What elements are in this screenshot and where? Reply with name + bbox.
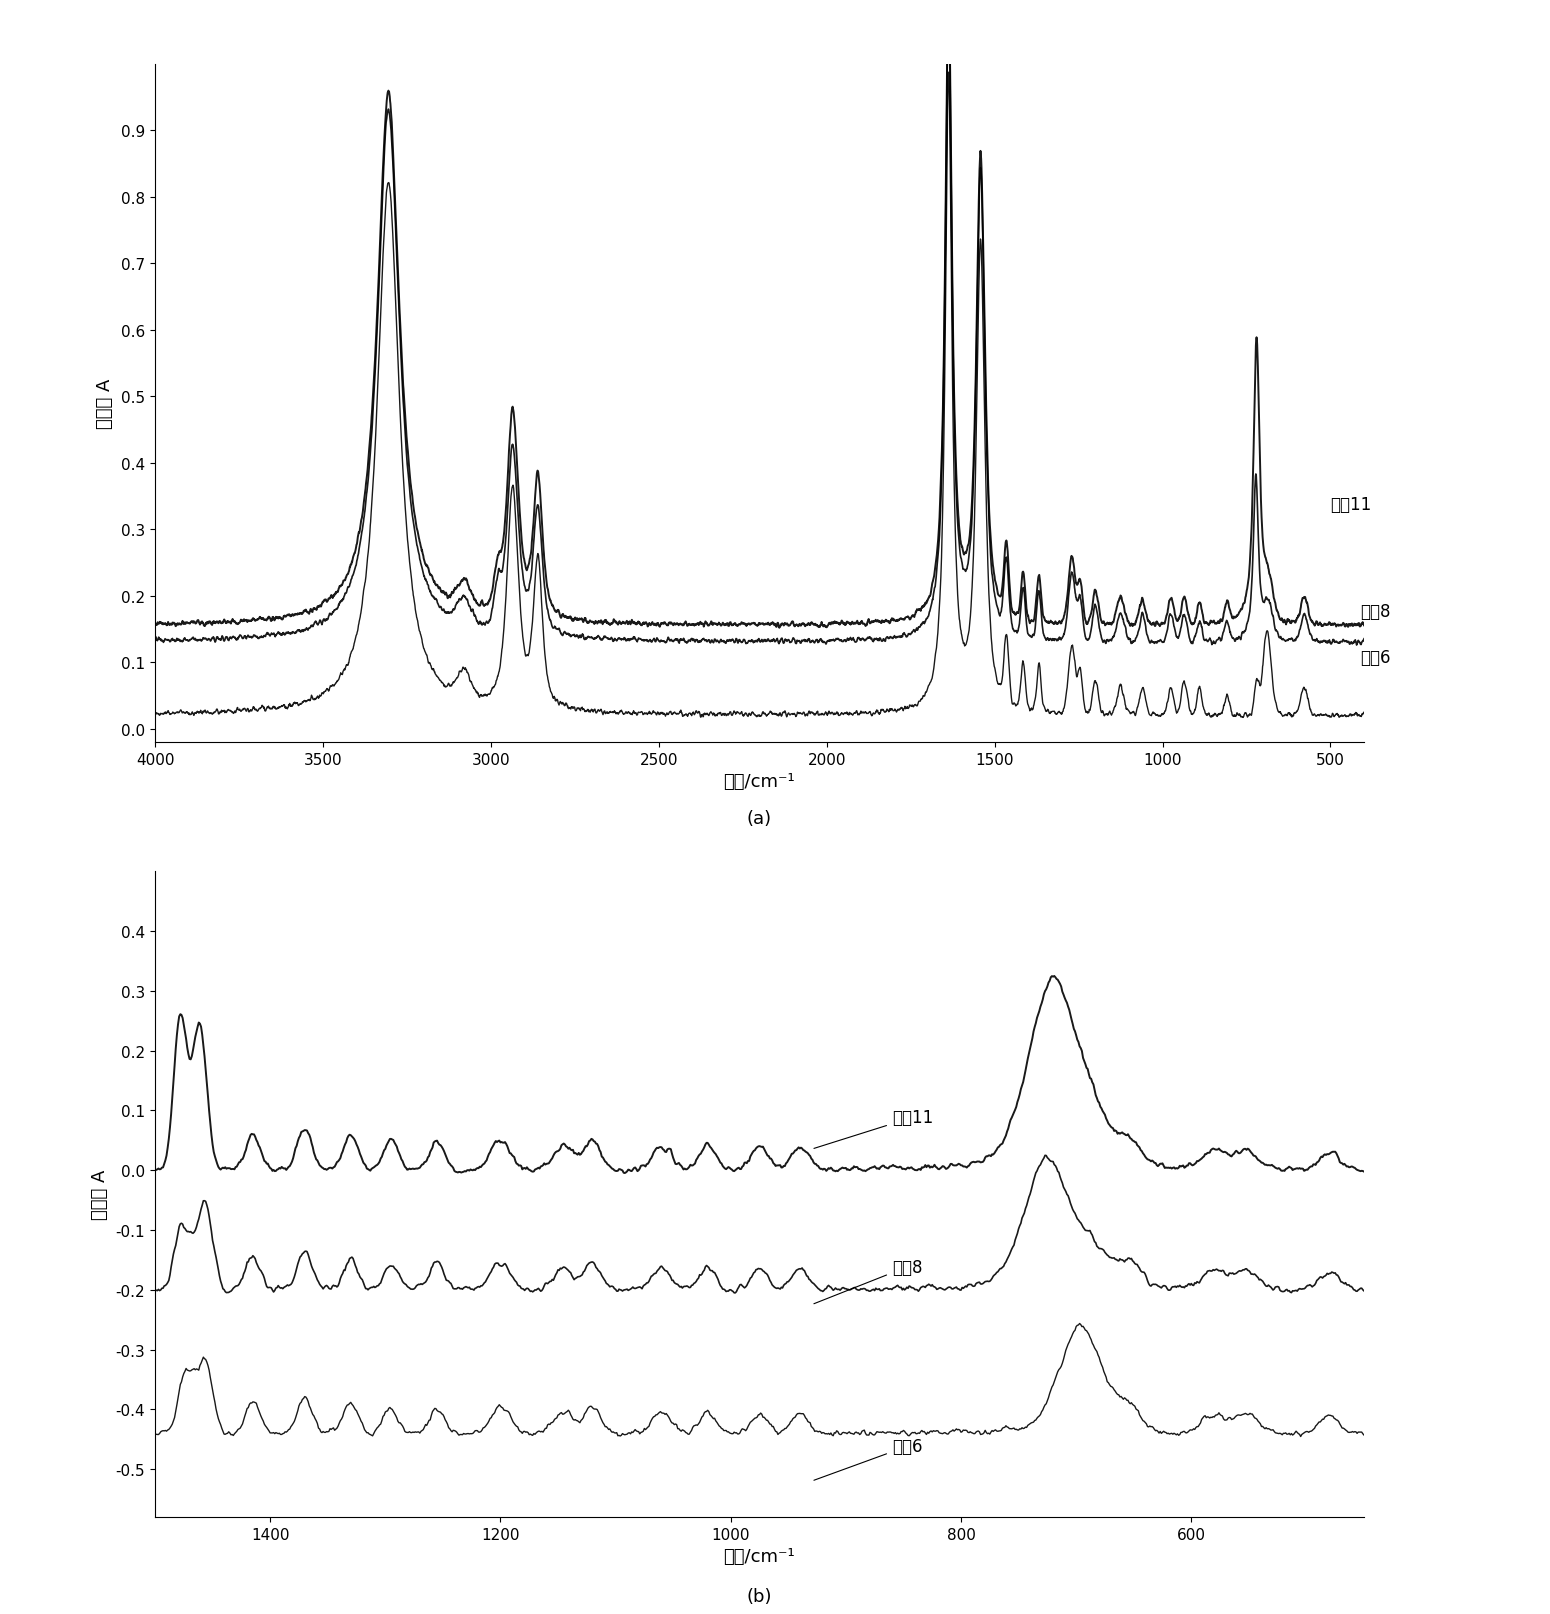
- Y-axis label: 吸光度 A: 吸光度 A: [90, 1169, 109, 1220]
- Text: 尼龙8: 尼龙8: [814, 1257, 922, 1304]
- Y-axis label: 吸光度 A: 吸光度 A: [96, 378, 115, 429]
- Text: 尼龙8: 尼龙8: [1361, 602, 1392, 620]
- X-axis label: 波数/cm⁻¹: 波数/cm⁻¹: [724, 1548, 795, 1566]
- Text: (b): (b): [747, 1587, 772, 1604]
- Text: 尼龙6: 尼龙6: [1361, 649, 1392, 667]
- Text: 尼龙6: 尼龙6: [814, 1438, 922, 1480]
- X-axis label: 波数/cm⁻¹: 波数/cm⁻¹: [724, 773, 795, 791]
- Text: 尼龙11: 尼龙11: [814, 1109, 933, 1149]
- Text: 尼龙11: 尼龙11: [1330, 495, 1372, 513]
- Text: (a): (a): [747, 810, 772, 828]
